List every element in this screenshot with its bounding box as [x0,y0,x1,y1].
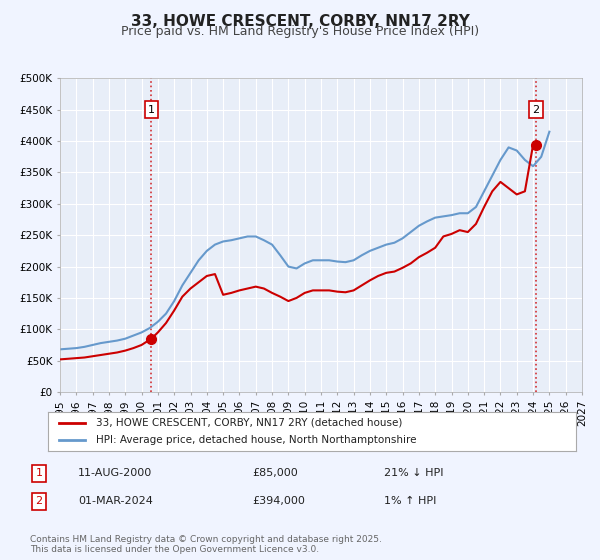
Text: 2: 2 [35,496,43,506]
Text: Contains HM Land Registry data © Crown copyright and database right 2025.
This d: Contains HM Land Registry data © Crown c… [30,535,382,554]
Text: £85,000: £85,000 [252,468,298,478]
Text: 2: 2 [532,105,539,115]
Text: 1: 1 [148,105,155,115]
Text: Price paid vs. HM Land Registry's House Price Index (HPI): Price paid vs. HM Land Registry's House … [121,25,479,38]
Text: 11-AUG-2000: 11-AUG-2000 [78,468,152,478]
Text: 1% ↑ HPI: 1% ↑ HPI [384,496,436,506]
Text: 1: 1 [35,468,43,478]
Text: 01-MAR-2024: 01-MAR-2024 [78,496,153,506]
Text: 21% ↓ HPI: 21% ↓ HPI [384,468,443,478]
Text: £394,000: £394,000 [252,496,305,506]
Text: HPI: Average price, detached house, North Northamptonshire: HPI: Average price, detached house, Nort… [95,435,416,445]
Text: 33, HOWE CRESCENT, CORBY, NN17 2RY: 33, HOWE CRESCENT, CORBY, NN17 2RY [131,14,469,29]
Text: 33, HOWE CRESCENT, CORBY, NN17 2RY (detached house): 33, HOWE CRESCENT, CORBY, NN17 2RY (deta… [95,418,402,428]
